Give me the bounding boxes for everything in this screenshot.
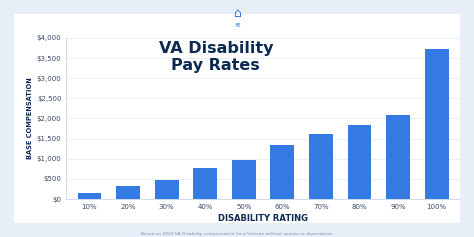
Bar <box>232 160 256 199</box>
FancyBboxPatch shape <box>5 10 469 227</box>
Text: ≋: ≋ <box>234 23 240 28</box>
X-axis label: DISABILITY RATING: DISABILITY RATING <box>218 214 308 223</box>
Bar <box>270 145 294 199</box>
Text: ⌂: ⌂ <box>233 7 241 20</box>
Bar <box>347 125 372 199</box>
Bar <box>193 168 217 199</box>
Bar <box>309 134 333 199</box>
Bar <box>155 180 179 199</box>
Bar <box>116 186 140 199</box>
Bar <box>386 115 410 199</box>
Bar <box>425 49 448 199</box>
Text: VA Disability
Pay Rates: VA Disability Pay Rates <box>159 41 273 73</box>
Bar <box>78 193 101 199</box>
Y-axis label: BASE COMPENSATION: BASE COMPENSATION <box>27 77 33 160</box>
Text: Based on 2023 VA Disability compensation for a Veteran without spouse or depende: Based on 2023 VA Disability compensation… <box>141 232 333 236</box>
